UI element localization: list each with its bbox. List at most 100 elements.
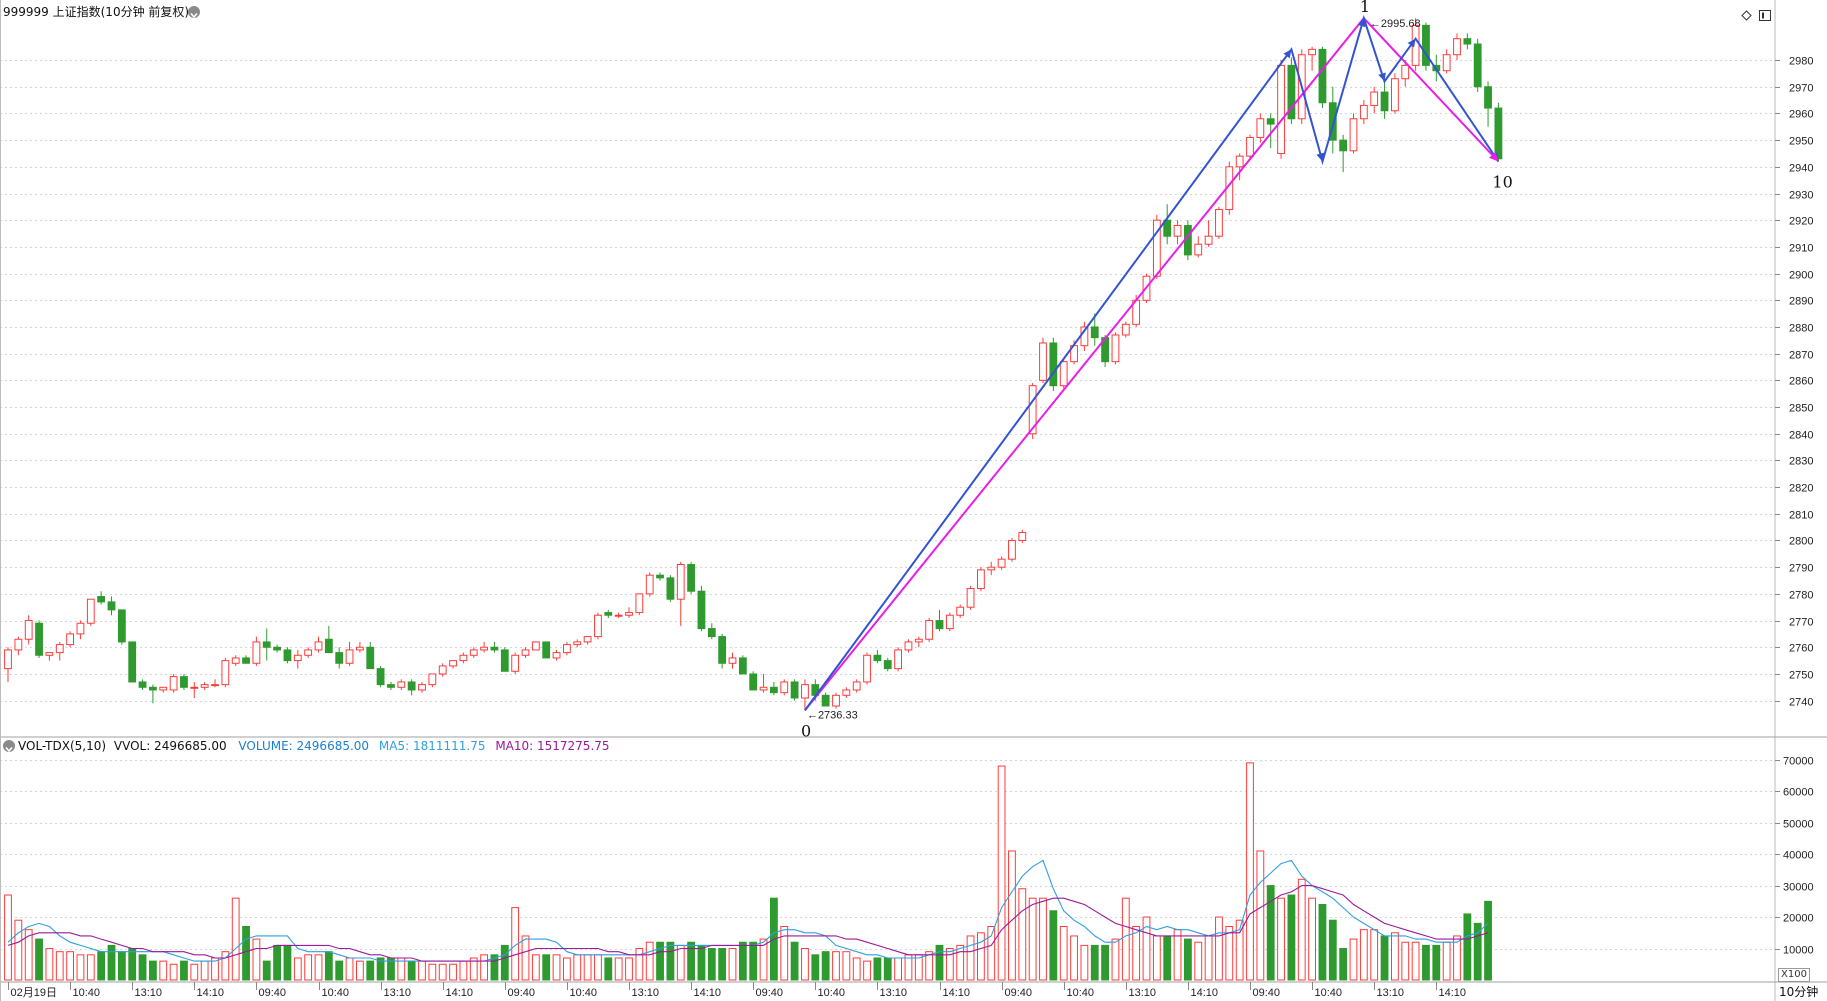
price-tick-label: 2800	[1789, 536, 1813, 548]
candle-body-up	[221, 660, 230, 686]
candle-body-up	[1204, 235, 1213, 245]
candle-body-down	[97, 596, 106, 603]
volume-bar-down	[1184, 938, 1192, 981]
candle-body-down	[738, 657, 747, 675]
blue-wave-line	[804, 14, 1500, 711]
candle-body-up	[894, 649, 903, 670]
volume-bar-down	[1318, 903, 1327, 981]
volume-bar-down	[490, 954, 499, 981]
candle-body-up	[428, 673, 437, 686]
candle-body-down	[656, 574, 664, 579]
chevron-down-icon[interactable]	[188, 6, 200, 19]
volume-indicator-name: VOL-TDX(5,10)	[18, 739, 107, 753]
candle-body-up	[345, 649, 354, 664]
candle-body-up	[397, 681, 406, 688]
candle-body-up	[645, 574, 654, 595]
candle-body-down	[324, 638, 333, 654]
time-tick-label: 13:10	[1377, 987, 1405, 999]
time-tick-label: 13:10	[135, 987, 163, 999]
volume-collapse-icon[interactable]	[3, 740, 15, 753]
volume-bar-down	[604, 957, 613, 981]
volume-bar-down	[790, 941, 799, 981]
volume-bar-down	[97, 951, 106, 981]
candle-body-down	[376, 668, 385, 686]
volume-bar-up	[531, 954, 540, 981]
volume-bar-up	[801, 948, 809, 981]
volume-bar-up	[966, 935, 975, 981]
ma10-line	[7, 885, 1489, 962]
volume-bar-down	[107, 944, 116, 981]
candle-body-up	[1453, 38, 1461, 56]
candle-body-down	[883, 660, 892, 670]
candle-body-up	[625, 612, 633, 616]
volume-bar-down	[128, 948, 137, 981]
candle-body-up	[801, 684, 809, 699]
candle-body-up	[511, 654, 520, 672]
volume-bar-up	[314, 954, 323, 981]
volume-bar-up	[428, 963, 437, 981]
candle-body-up	[1111, 334, 1120, 363]
volume-bar-up	[1173, 929, 1182, 981]
time-tick-label: 13:10	[1129, 987, 1157, 999]
candle-body-down	[107, 601, 116, 611]
volume-bar-up	[521, 935, 530, 981]
candle-body-up	[418, 684, 426, 691]
price-tick-label: 2970	[1789, 83, 1813, 95]
candle-body-up	[1442, 54, 1451, 72]
candle-body-up	[469, 649, 478, 656]
time-tick-label: 10:40	[322, 987, 350, 999]
price-tick-label: 2890	[1789, 296, 1813, 308]
candle-body-down	[687, 564, 696, 592]
volume-tick-label: 30000	[1783, 882, 1814, 894]
volume-bar-down	[1484, 900, 1492, 981]
volume-bar-up	[583, 954, 592, 981]
price-tick-label: 2860	[1789, 376, 1813, 388]
candle-body-down	[1266, 118, 1275, 125]
candle-body-up	[45, 652, 54, 656]
volume-bar-down	[542, 954, 551, 981]
diamond-icon[interactable]	[1741, 6, 1752, 21]
candle-body-down	[935, 620, 944, 630]
candle-body-down	[273, 646, 282, 651]
volume-bar-down	[500, 944, 509, 981]
volume-bar-up	[832, 951, 840, 981]
volume-tick-label: 60000	[1783, 787, 1814, 799]
candle-body-up	[1256, 118, 1265, 138]
volume-bar-up	[997, 765, 1006, 981]
ma5-value: MA5: 1811111.75	[378, 739, 486, 753]
volume-bar-up	[780, 926, 789, 981]
volume-bar-up	[977, 932, 985, 981]
volume-bar-up	[221, 951, 230, 981]
volume-bar-up	[1028, 897, 1037, 981]
volume-bar-up	[1008, 850, 1016, 981]
candlesticks	[4, 18, 1503, 711]
candle-body-up	[1039, 342, 1047, 381]
price-axis: 2740 2750 2760 2770 2780 2790 2800 2810 2820 2830…	[1775, 56, 1813, 709]
volume-bar-down	[376, 957, 385, 981]
period-label[interactable]: 10分钟	[1779, 985, 1819, 999]
volume-bar-down	[1101, 944, 1109, 981]
candle-body-up	[759, 686, 768, 691]
volume-bar-up	[169, 963, 178, 981]
high-price-label: ←2995.68	[1370, 18, 1421, 30]
volume-bar-down	[697, 944, 706, 981]
candle-body-up	[594, 614, 602, 638]
volume-bar-down	[1463, 913, 1472, 981]
volume-tick-label: 70000	[1783, 756, 1814, 768]
candle-body-up	[945, 614, 954, 630]
candle-body-up	[252, 641, 261, 664]
time-tick-label: 13:10	[880, 987, 908, 999]
volume-bar-up	[1246, 762, 1254, 981]
candle-body-down	[1484, 86, 1492, 109]
candle-body-up	[832, 694, 840, 707]
volume-bar-up	[728, 948, 737, 981]
volume-bar-up	[945, 948, 954, 981]
candle-body-down	[697, 590, 706, 630]
volume-bar-up	[1308, 897, 1316, 981]
panel-toggle-icon[interactable]	[1759, 6, 1771, 21]
volume-bar-up	[625, 957, 633, 981]
volume-bar-down	[821, 951, 830, 981]
candle-body-down	[707, 628, 716, 638]
time-tick-label: 13:10	[632, 987, 660, 999]
candle-body-up	[480, 646, 489, 651]
